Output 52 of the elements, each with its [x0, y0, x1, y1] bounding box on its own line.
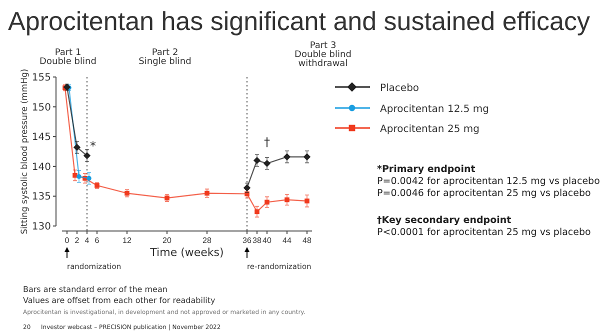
x-tick-label: 4: [84, 236, 90, 245]
point: [304, 198, 310, 204]
legend-label: Placebo: [380, 83, 420, 94]
annotation: *: [90, 139, 96, 153]
y-tick-label: 150: [32, 102, 51, 114]
x-tick-label: 6: [94, 236, 100, 245]
legend-label: Aprocitentan 25 mg: [380, 124, 480, 135]
text: P=0.0042 for aprocitentan 12.5 mg vs placebo: [377, 176, 600, 187]
x-tick-label: 40: [262, 236, 272, 245]
point: [76, 174, 82, 179]
text: P=0.0046 for aprocitentan 25 mg vs placebo: [377, 188, 592, 199]
x-tick-label: 20: [162, 236, 172, 245]
text: Single blind: [138, 57, 192, 67]
text: Double blind: [40, 57, 96, 67]
x-tick-label: 36: [242, 236, 252, 245]
point: [264, 200, 270, 205]
x-tick-label: 28: [202, 236, 212, 245]
point: [86, 176, 92, 181]
point: [303, 153, 311, 160]
legend-label: Aprocitentan 12.5 mg: [380, 104, 489, 115]
text: Bars are standard error of the mean: [23, 285, 168, 294]
y-tick-label: 140: [32, 162, 51, 173]
y-axis-title: Sitting systolic blood pressure (mmHg): [20, 68, 30, 234]
text: withdrawal: [298, 59, 348, 69]
text: Part 2: [152, 48, 178, 58]
text: Part 1: [54, 48, 82, 58]
point: [254, 209, 260, 214]
point: [83, 152, 91, 160]
point: [73, 144, 81, 151]
text: Values are offset from each other for readability: [23, 296, 216, 305]
x-tick-label: 2: [74, 236, 80, 245]
x-tick-label: 38: [252, 236, 262, 245]
y-tick-label: 155: [32, 72, 51, 84]
x-axis-title: Time (weeks): [149, 246, 224, 259]
chart-title: Aprocitentan has significant and sustained efficacy: [8, 6, 590, 36]
x-tick-label: 44: [282, 236, 292, 245]
y-tick-label: 145: [32, 132, 51, 144]
point: [263, 160, 271, 168]
y-tick-label: 130: [32, 222, 51, 232]
point: [284, 197, 290, 202]
x-tick-label: 12: [122, 236, 132, 245]
point: [283, 153, 291, 160]
text: Part 3: [310, 41, 336, 51]
point: [253, 156, 261, 164]
text: *Primary endpoint: [377, 164, 476, 175]
x-tick-label: 0: [64, 236, 70, 245]
text: P<0.0001 for aprocitentan 25 mg vs placebo: [377, 227, 592, 238]
annotation: †: [264, 135, 270, 149]
x-tick-label: 48: [302, 236, 312, 245]
text: †Key secondary endpoint: [377, 215, 512, 226]
text: Double blind: [294, 50, 352, 60]
y-tick-label: 135: [32, 192, 51, 203]
